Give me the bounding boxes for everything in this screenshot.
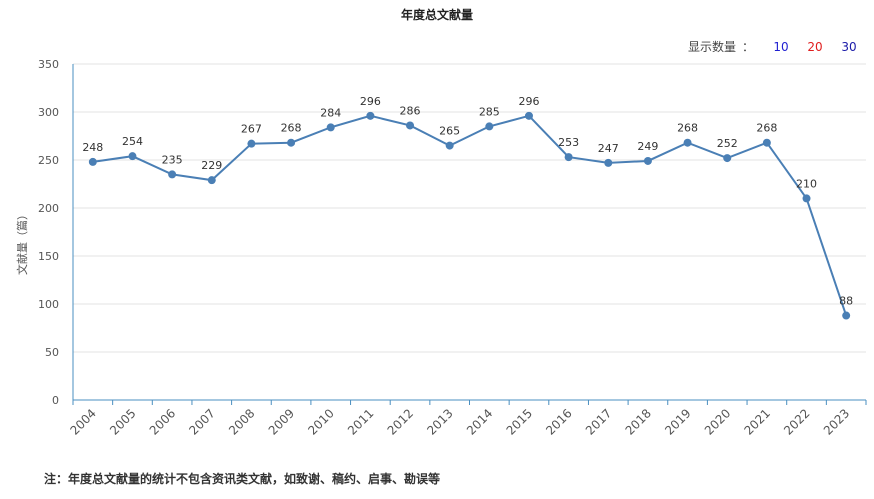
display-count-colon: ： <box>741 40 754 54</box>
x-tick-label: 2023 <box>821 406 852 437</box>
x-tick-label: 2011 <box>345 406 376 437</box>
x-tick-label: 2022 <box>781 406 812 437</box>
data-label: 249 <box>637 140 658 153</box>
x-tick-label: 2014 <box>464 406 495 437</box>
data-point <box>842 311 851 320</box>
x-tick-label: 2017 <box>583 406 614 437</box>
data-point <box>643 156 652 165</box>
y-tick-label: 50 <box>45 346 59 359</box>
x-tick-label: 2008 <box>226 406 257 437</box>
data-label: 267 <box>241 123 262 136</box>
data-label: 268 <box>756 122 777 135</box>
x-tick-label: 2007 <box>186 406 217 437</box>
x-tick-label: 2020 <box>702 406 733 437</box>
x-tick-label: 2016 <box>543 406 574 437</box>
y-tick-label: 150 <box>38 250 59 263</box>
data-point <box>723 154 732 163</box>
data-point <box>524 111 533 120</box>
count-option-10[interactable]: 10 <box>773 39 789 54</box>
data-label: 88 <box>839 295 853 308</box>
display-count-switch: 显示数量 ： 10 20 30 <box>688 38 866 55</box>
x-tick-label: 2006 <box>147 406 178 437</box>
x-tick-label: 2019 <box>662 406 693 437</box>
data-label: 296 <box>360 95 381 108</box>
x-tick-label: 2012 <box>385 406 416 437</box>
x-tick-label: 2018 <box>623 406 654 437</box>
data-label: 254 <box>122 135 143 148</box>
y-axis-label: 文献量（篇） <box>15 209 29 275</box>
data-label: 285 <box>479 105 500 118</box>
data-point <box>564 153 573 162</box>
x-tick-label: 2009 <box>266 406 297 437</box>
data-point <box>762 138 771 147</box>
data-label: 265 <box>439 125 460 138</box>
data-label: 248 <box>82 141 103 154</box>
footnote: 注：年度总文献量的统计不包含资讯类文献，如致谢、稿约、启事、勘误等 <box>44 472 441 486</box>
data-point <box>207 176 216 185</box>
data-label: 235 <box>162 153 183 166</box>
count-option-20[interactable]: 20 <box>807 39 823 54</box>
y-tick-label: 300 <box>38 106 59 119</box>
x-tick-label: 2004 <box>67 406 98 437</box>
data-label: 268 <box>677 122 698 135</box>
data-point <box>168 170 177 179</box>
data-point <box>366 111 375 120</box>
data-point <box>802 194 811 203</box>
data-label: 210 <box>796 177 817 190</box>
data-label: 229 <box>201 159 222 172</box>
data-point <box>604 158 613 167</box>
data-point <box>485 122 494 131</box>
series-line <box>92 114 848 316</box>
data-label: 296 <box>518 95 539 108</box>
data-point <box>88 157 97 166</box>
data-label: 247 <box>598 142 619 155</box>
data-label: 284 <box>320 106 341 119</box>
data-point <box>287 138 296 147</box>
data-label: 252 <box>717 137 738 150</box>
data-point <box>247 139 256 148</box>
data-point <box>445 141 454 150</box>
data-point <box>683 138 692 147</box>
x-tick-label: 2015 <box>504 406 535 437</box>
data-point <box>406 121 415 130</box>
data-label: 286 <box>400 104 421 117</box>
x-tick-label: 2010 <box>305 406 336 437</box>
x-tick-label: 2005 <box>107 406 138 437</box>
y-tick-label: 250 <box>38 154 59 167</box>
y-tick-label: 200 <box>38 202 59 215</box>
data-point <box>128 152 137 161</box>
x-tick-label: 2021 <box>741 406 772 437</box>
data-label: 268 <box>281 122 302 135</box>
y-tick-label: 0 <box>52 394 59 407</box>
data-label: 253 <box>558 136 579 149</box>
y-tick-label: 350 <box>38 58 59 71</box>
y-tick-label: 100 <box>38 298 59 311</box>
display-count-label: 显示数量 <box>687 40 736 54</box>
data-point <box>326 123 335 132</box>
count-option-30[interactable]: 30 <box>841 39 857 54</box>
chart-title: 年度总文献量 <box>400 8 473 22</box>
x-tick-label: 2013 <box>424 406 455 437</box>
